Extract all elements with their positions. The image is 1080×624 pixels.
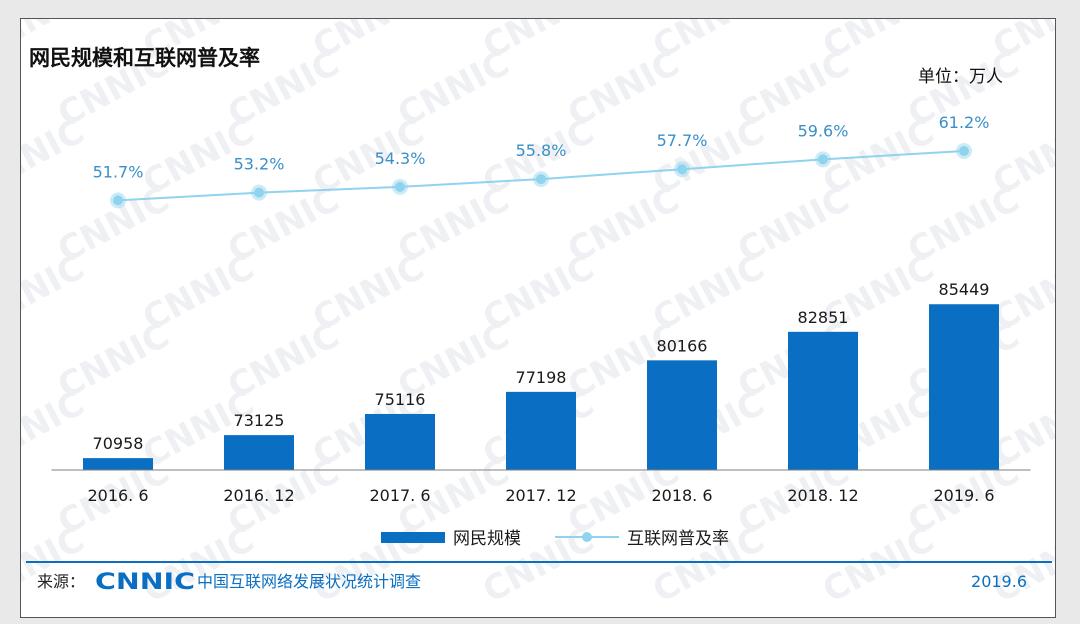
legend: 网民规模 互联网普及率 [381,529,729,549]
footer-source-name: 中国互联网络发展状况统计调查 [197,572,421,591]
bar-value-label-6: 85449 [939,280,990,299]
unit-label: 单位：万人 [918,67,1003,87]
watermark-layer: CNNIC CNNIC CNNIC CNNIC CNNIC CNNIC CNNICCNNIC… [21,19,1056,611]
bar-3 [506,391,576,470]
x-axis-ticks: 2016. 6 2016. 12 2017. 6 2017. 12 2018. 6 201… [87,486,994,505]
x-tick-label-2: 2017. 6 [369,486,430,505]
bar-value-label-3: 77198 [516,368,567,387]
bar-value-label-2: 75116 [375,390,426,409]
rate-line-series: 51.7% 53.2% 54.3% 55.8% 57.7% 59.6% 61.2% [93,113,990,209]
legend-swatch-bar [381,532,445,543]
x-tick-label-1: 2016. 12 [223,486,294,505]
rate-label-1: 53.2% [234,155,285,174]
bar-value-label-4: 80166 [657,336,708,355]
watermark-61: CNNIC [816,520,940,611]
rate-label-6: 61.2% [939,113,990,132]
footer-date: 2019.6 [971,572,1027,591]
x-tick-label-3: 2017. 12 [505,486,576,505]
bar-4 [647,360,717,470]
rate-label-3: 55.8% [516,141,567,160]
legend-label-line: 互联网普及率 [627,529,729,549]
bar-1 [224,435,294,470]
bar-value-label-1: 73125 [234,411,285,430]
bar-0 [83,458,153,470]
rate-point-5 [818,154,828,165]
rate-point-6 [959,146,969,156]
bar-5 [788,331,858,470]
bar-2 [365,413,435,470]
cnnic-logo: CNNIC [95,570,195,595]
chart-canvas: CNNIC CNNIC CNNIC CNNIC CNNIC CNNIC CNNICCNNIC… [21,19,1056,611]
rate-point-3 [536,174,546,185]
bar-6 [929,304,999,470]
bar-value-label-5: 82851 [798,308,849,327]
x-tick-label-6: 2019. 6 [933,486,994,505]
rate-label-2: 54.3% [375,149,426,168]
chart-title: 网民规模和互联网普及率 [29,45,260,70]
rate-point-4 [677,164,687,175]
bar-value-label-0: 70958 [93,434,144,453]
chart-panel: CNNIC CNNIC CNNIC CNNIC CNNIC CNNIC CNNIC CNNIC… [20,18,1056,618]
rate-label-0: 51.7% [93,162,144,181]
legend-swatch-marker [582,532,592,542]
footer: 来源： CNNIC 中国互联网络发展状况统计调查 2019.6 [37,570,1027,595]
rate-point-1 [254,187,264,198]
rate-point-2 [395,181,405,192]
footer-source-label: 来源： [37,572,85,591]
legend-label-bar: 网民规模 [453,529,521,549]
x-tick-label-4: 2018. 6 [651,486,712,505]
bar-series: 70958 73125 75116 77198 80166 82851 85449 [83,280,999,470]
rate-label-5: 59.6% [798,121,849,140]
watermark-62: CNNIC [986,520,1056,611]
watermark-57: CNNIC [136,520,260,611]
x-tick-label-0: 2016. 6 [87,486,148,505]
rate-point-0 [113,195,123,206]
x-tick-label-5: 2018. 12 [787,486,858,505]
rate-label-4: 57.7% [657,131,708,150]
